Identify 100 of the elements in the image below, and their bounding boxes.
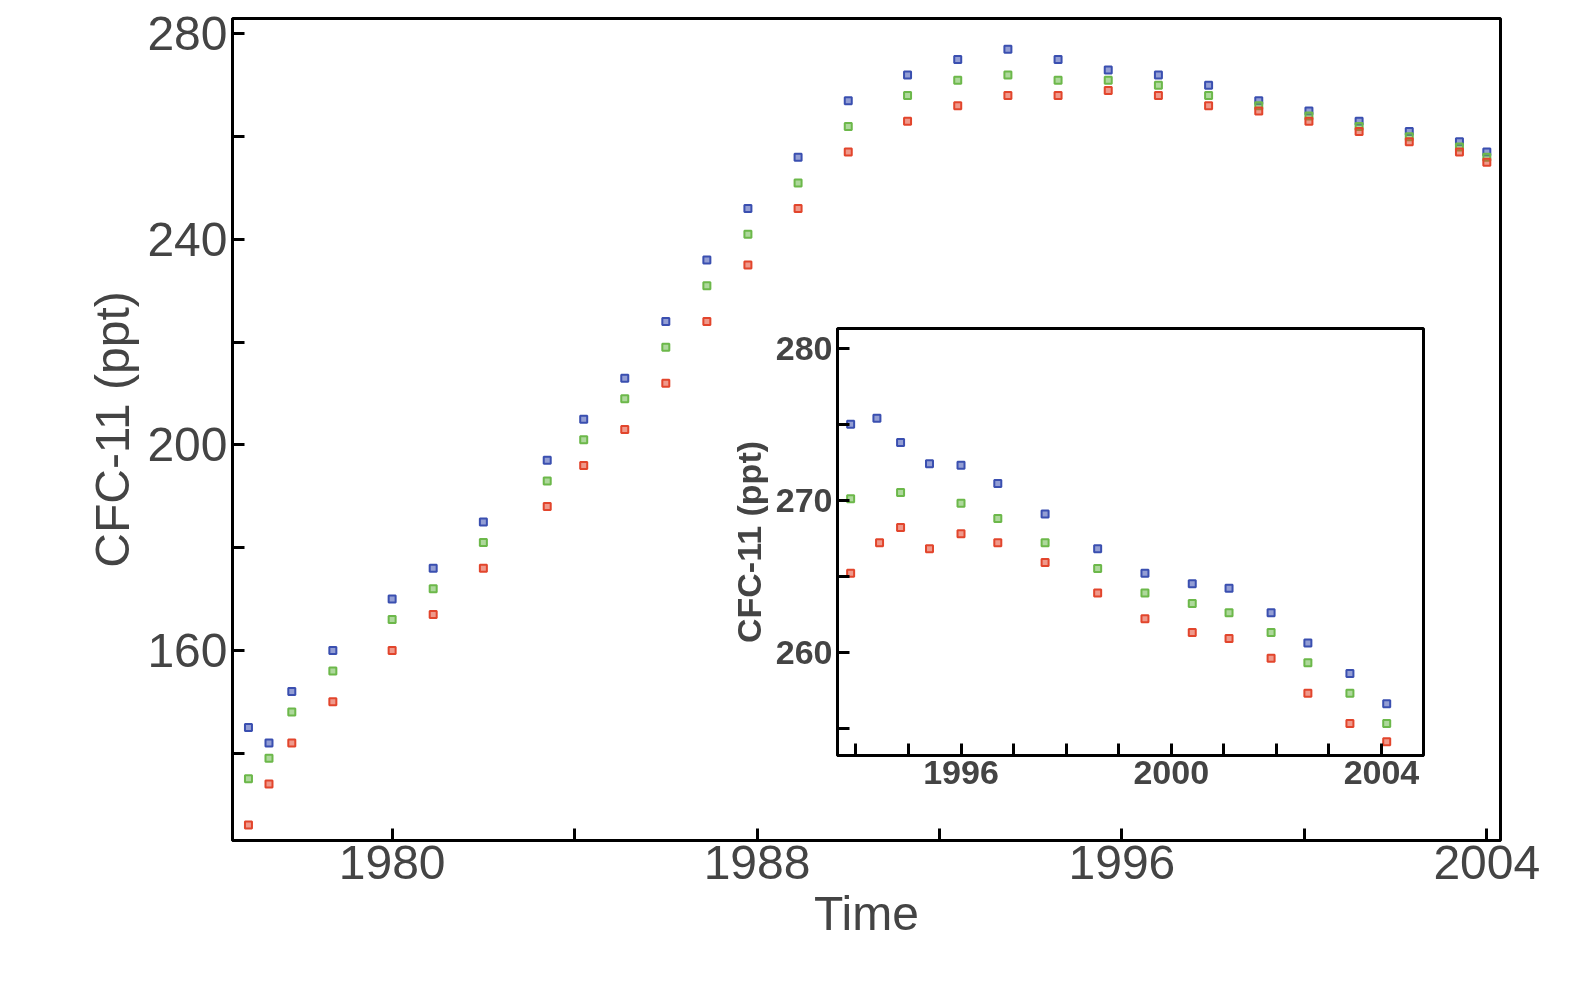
point [328,666,338,676]
point [1187,599,1197,609]
point [953,55,963,65]
point [661,342,671,352]
point [1345,688,1355,698]
x-tick-label: 1996 [1068,835,1176,889]
point [542,476,552,486]
point [896,523,906,533]
point [1093,544,1103,554]
x-tick-label: 2004 [1343,752,1420,791]
y-axis-title: CFC-11 (ppt) [729,440,768,644]
point [1153,91,1163,101]
point [1266,627,1276,637]
point [1003,44,1013,54]
point [620,425,630,434]
point [1153,70,1163,80]
point [1254,106,1264,116]
point [264,753,274,763]
point [264,779,274,789]
point [1053,55,1063,65]
point [924,459,934,469]
point [702,281,712,291]
point [478,538,488,548]
point [924,544,934,554]
point [1140,614,1150,624]
point [1003,91,1013,101]
point [843,147,853,157]
point [956,529,966,539]
point [428,584,438,594]
point [1187,579,1197,589]
point [620,394,630,404]
point [1093,564,1103,574]
point [387,645,397,655]
point [1224,633,1234,643]
point [328,645,338,655]
point [387,615,397,625]
point [1040,558,1050,568]
point [1187,627,1197,637]
point [953,75,963,85]
point [743,204,753,214]
point [1103,85,1113,95]
point [1303,688,1313,698]
point [702,317,712,327]
point [896,488,906,498]
point [243,774,253,784]
point [579,435,589,445]
point [953,101,963,111]
x-tick-label: 1996 [923,752,999,791]
point [243,722,253,732]
point [428,563,438,573]
point [287,707,297,717]
point [579,414,589,424]
point [428,609,438,619]
x-tick-label: 1980 [338,835,446,889]
x-tick-label: 2004 [1433,835,1541,889]
x-tick-label: 1988 [703,835,811,889]
point [542,502,552,512]
point [1303,638,1313,648]
y-tick-label: 200 [147,418,228,472]
point [1482,157,1492,167]
point [1354,127,1364,137]
point [843,121,853,131]
point [896,437,906,447]
point [903,116,913,126]
point [743,229,753,239]
point [1204,91,1214,101]
point [1040,538,1050,548]
point [287,738,297,748]
point [1103,75,1113,85]
point [661,378,671,388]
point [1103,65,1113,75]
point [956,460,966,470]
point [1224,583,1234,593]
point [1382,699,1392,709]
point [702,255,712,265]
point [1304,116,1314,126]
point [1454,147,1464,157]
y-tick-label: 160 [147,623,228,677]
point [875,538,885,548]
point [264,738,274,748]
point [1382,719,1392,729]
point [793,178,803,188]
point [287,687,297,697]
point [956,498,966,508]
point [1204,80,1214,90]
point [903,70,913,80]
point [1266,653,1276,663]
point [387,594,397,604]
point [1303,658,1313,668]
point [542,455,552,465]
y-tick-label: 260 [775,632,833,671]
point [1266,608,1276,618]
point [1345,719,1355,729]
point [661,317,671,327]
point [478,563,488,573]
point [1040,509,1050,519]
point [1404,137,1414,147]
point [872,413,882,423]
point [1153,80,1163,90]
y-tick-label: 270 [775,480,833,519]
